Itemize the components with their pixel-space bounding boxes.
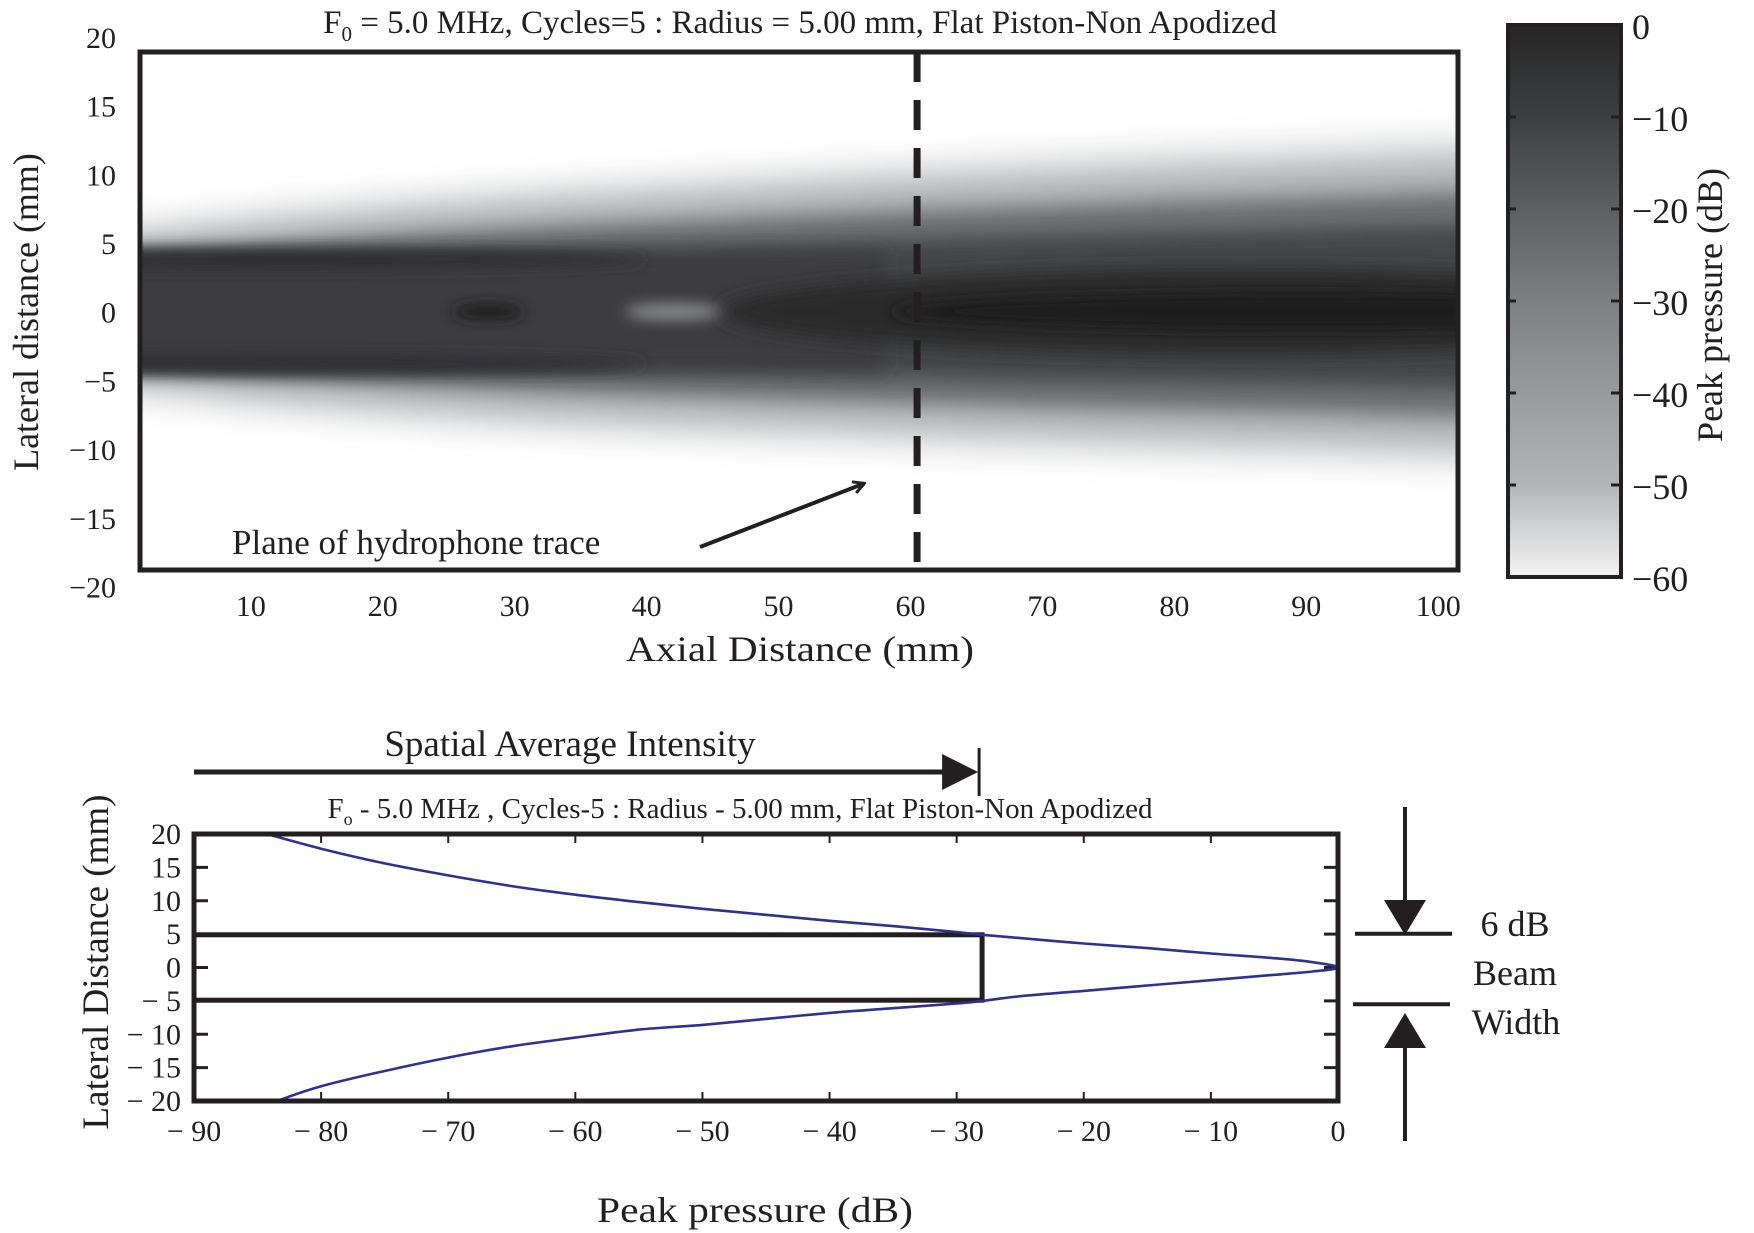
heatmap-x-tick-label: 60 (895, 590, 925, 623)
heatmap-y-tick-label: 15 (86, 91, 116, 124)
profile-x-tick-label: − 80 (294, 1115, 348, 1148)
heatmap-x-tick-label: 30 (500, 590, 530, 623)
heatmap-y-tick-label: −5 (84, 365, 116, 398)
heatmap-light-spot (625, 303, 722, 320)
profile-x-tick-label: 0 (1331, 1115, 1346, 1148)
colorbar-ticks: 0 −10 −20 −30 −40 −50 −60 (1508, 7, 1688, 599)
heatmap-focus-core (890, 293, 1456, 330)
profile-x-tick-label: − 70 (421, 1115, 475, 1148)
profile-x-tick-label: − 40 (802, 1115, 856, 1148)
hydrophone-annotation-label: Plane of hydrophone trace (232, 523, 600, 562)
beam-width-label-line-3: Width (1472, 1002, 1561, 1042)
spatial-average-arrow-head (942, 754, 979, 790)
profile-y-tick-label: 20 (151, 818, 181, 851)
profile-frame (191, 831, 1341, 1104)
beam-width-down-arrow-head (1384, 900, 1426, 935)
profile-x-tick-label: − 30 (929, 1115, 983, 1148)
profile-x-tick-label: − 10 (1184, 1115, 1238, 1148)
heatmap-x-tick-label: 100 (1416, 590, 1461, 623)
heatmap-title: F0 = 5.0 MHz, Cycles=5 : Radius = 5.00 m… (323, 5, 1277, 46)
beam-width-label-line-1: 6 dB (1480, 904, 1549, 944)
profile-panel: Spatial Average Intensity Fo - 5.0 MHz ,… (76, 724, 1560, 1230)
heatmap-x-tick-label: 90 (1291, 590, 1321, 623)
heatmap-x-tick-label: 10 (236, 590, 266, 623)
profile-series-line (266, 832, 1340, 1103)
beam-width-annotation: 6 dB Beam Width (1353, 807, 1560, 1141)
heatmap-y-tick-label: 10 (86, 159, 116, 192)
heatmap-x-tick-label: 70 (1027, 590, 1057, 623)
heatmap-x-tick-label: 20 (368, 590, 398, 623)
heatmap-image (142, 54, 1456, 568)
heatmap-y-ticks: 20 15 10 5 0 −5 −10 −15 −20 (69, 22, 116, 605)
profile-y-tick-label: 0 (166, 952, 181, 985)
profile-x-tick-label: − 20 (1057, 1115, 1111, 1148)
colorbar-tick-label: −20 (1632, 191, 1688, 231)
profile-y-tick-label: 10 (151, 885, 181, 918)
profile-x-axis-label: Peak pressure (dB) (597, 1190, 913, 1230)
heatmap-x-axis-label: Axial Distance (mm) (626, 629, 974, 669)
profile-x-tick-label: − 60 (548, 1115, 602, 1148)
heatmap-y-tick-label: −15 (69, 503, 116, 536)
heatmap-x-ticks: 10 20 30 40 50 60 70 80 90 100 (236, 590, 1461, 623)
colorbar-tick-label: −60 (1632, 559, 1688, 599)
heatmap-x-tick-label: 80 (1159, 590, 1189, 623)
heatmap-side-lobe-upper (142, 249, 647, 270)
heatmap-x-tick-label: 50 (764, 590, 794, 623)
heatmap-y-tick-label: −10 (69, 434, 116, 467)
colorbar-tick-label: −10 (1632, 99, 1688, 139)
heatmap-y-tick-label: −20 (69, 571, 116, 604)
profile-y-tick-label: − 10 (127, 1018, 181, 1051)
colorbar-tick-label: −50 (1632, 467, 1688, 507)
colorbar-gradient (1506, 23, 1623, 579)
heatmap-y-tick-label: 0 (101, 297, 116, 330)
profile-y-tick-label: − 20 (127, 1085, 181, 1118)
colorbar-tick-label: 0 (1632, 7, 1650, 47)
heatmap-y-axis-label: Lateral distance (mm) (6, 153, 46, 471)
colorbar-tick-label: −30 (1632, 283, 1688, 323)
profile-title: Fo - 5.0 MHz , Cycles-5 : Radius - 5.00 … (327, 793, 1153, 829)
colorbar-tick-label: −40 (1632, 375, 1688, 415)
heatmap-y-tick-label: 20 (86, 22, 116, 55)
heatmap-y-tick-label: 5 (101, 228, 116, 261)
profile-x-tick-label: − 90 (167, 1115, 221, 1148)
spatial-average-box (191, 932, 985, 1003)
heatmap-frame (137, 49, 1461, 573)
profile-y-axis-label: Lateral Distance (mm) (76, 795, 117, 1130)
heatmap-x-tick-label: 40 (632, 590, 662, 623)
colorbar: 0 −10 −20 −30 −40 −50 −60 Peak pressure (dB) (1506, 7, 1730, 599)
profile-y-tick-label: − 5 (142, 985, 181, 1018)
hydrophone-annotation-arrow (699, 483, 864, 549)
profile-y-tick-label: − 15 (127, 1052, 181, 1085)
heatmap-panel: F0 = 5.0 MHz, Cycles=5 : Radius = 5.00 m… (6, 5, 1461, 669)
beam-width-up-arrow-head (1384, 1013, 1426, 1048)
profile-x-tick-label: − 50 (675, 1115, 729, 1148)
colorbar-label: Peak pressure (dB) (1690, 168, 1730, 442)
heatmap-dark-spot (452, 303, 525, 320)
profile-y-tick-label: 15 (151, 851, 181, 884)
profile-y-tick-label: 5 (166, 918, 181, 951)
spatial-average-label: Spatial Average Intensity (384, 724, 756, 765)
beam-width-label-line-2: Beam (1473, 953, 1557, 993)
heatmap-side-lobe-lower (142, 353, 647, 374)
profile-x-ticks: − 90 − 80 − 70 − 60 − 50 − 40 − 30 − 20 − 10 0 (167, 834, 1346, 1148)
